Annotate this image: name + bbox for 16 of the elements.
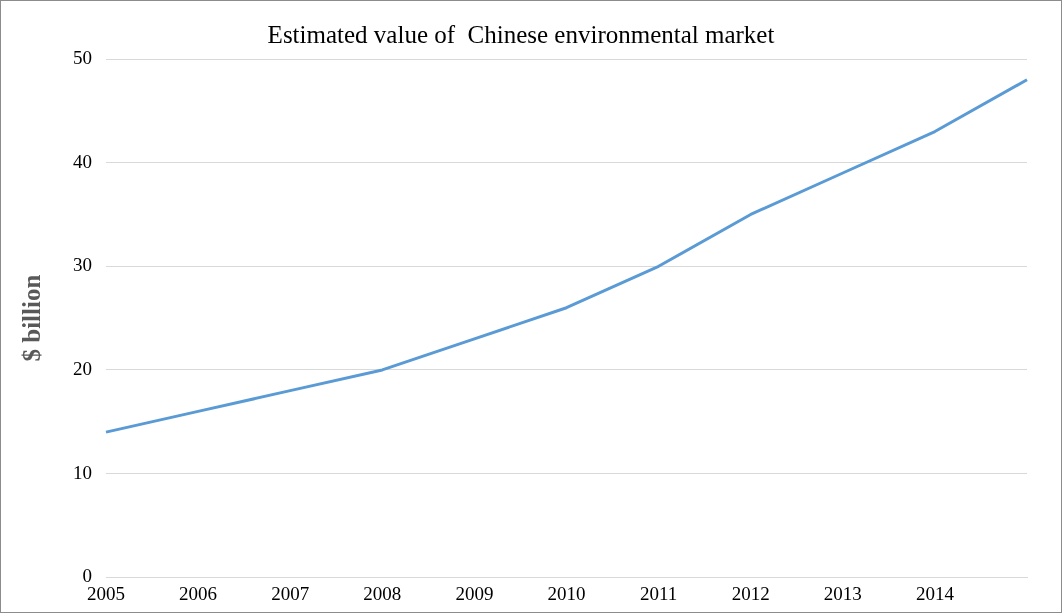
x-tick-label: 2006 [179, 582, 218, 604]
y-tick-label: 10 [73, 461, 92, 483]
y-tick-label: 30 [73, 254, 92, 276]
x-tick-label: 2007 [271, 582, 310, 604]
x-tick-label: 2011 [639, 582, 678, 604]
y-axis-title: $ billion [18, 274, 46, 362]
x-tick-label: 2012 [731, 582, 770, 604]
chart-title: Estimated value of Chinese environmental market [267, 20, 775, 48]
y-tick-label: 40 [73, 150, 92, 172]
x-tick-label: 2009 [455, 582, 494, 604]
x-tick-label: 2010 [547, 582, 586, 604]
y-tick-label: 50 [73, 46, 92, 68]
x-tick-label: 2008 [363, 582, 402, 604]
y-tick-label: 20 [73, 357, 92, 379]
x-tick-label: 2014 [915, 582, 955, 604]
x-tick-label: 2013 [823, 582, 862, 604]
